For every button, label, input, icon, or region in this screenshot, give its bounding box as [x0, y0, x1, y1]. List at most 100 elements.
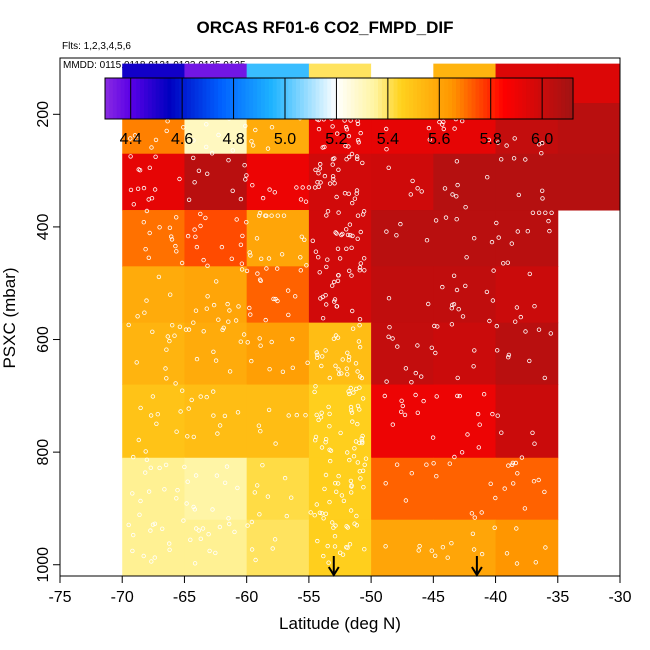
sample-point — [321, 516, 326, 521]
sample-point — [210, 389, 216, 394]
sample-point — [344, 545, 349, 550]
sample-point — [358, 261, 363, 266]
sample-point — [413, 370, 418, 376]
sample-point — [354, 386, 359, 392]
sample-point — [344, 227, 349, 232]
sample-point — [185, 479, 190, 484]
sample-point — [248, 312, 253, 317]
sample-point — [494, 323, 499, 329]
sample-point — [192, 227, 197, 232]
x-tick-label: -75 — [48, 589, 71, 606]
sample-point — [144, 457, 150, 462]
sample-point — [183, 327, 189, 332]
sample-point — [211, 302, 217, 308]
sample-point — [239, 267, 245, 272]
sample-point — [141, 553, 146, 559]
sample-point — [383, 481, 388, 486]
sample-point — [430, 435, 436, 440]
sample-point — [204, 171, 210, 176]
sample-point — [273, 441, 278, 446]
sample-point — [313, 384, 318, 389]
sample-point — [504, 143, 509, 148]
colorbar-segment — [245, 78, 250, 119]
sample-point — [469, 511, 475, 516]
sample-point — [319, 511, 325, 516]
colorbar-segment — [565, 78, 570, 119]
heatmap-cell — [371, 384, 434, 459]
sample-point — [191, 320, 196, 325]
sample-point — [249, 547, 255, 552]
sample-point — [322, 144, 327, 150]
sample-point — [343, 143, 348, 149]
colorbar-segment — [471, 78, 477, 119]
colorbar-segment — [518, 78, 523, 119]
sample-point — [352, 196, 358, 201]
colorbar-segment — [557, 78, 562, 119]
sample-point — [217, 524, 223, 530]
sample-point — [344, 156, 349, 162]
sample-point — [181, 518, 186, 523]
colorbar-segment — [534, 78, 539, 119]
sample-point — [449, 322, 455, 327]
colorbar-segment — [264, 78, 270, 119]
colorbar-segment — [424, 78, 430, 119]
sample-point — [464, 255, 469, 260]
sample-point — [192, 507, 197, 512]
sample-point — [499, 430, 504, 435]
sample-point — [203, 215, 208, 221]
sample-point — [536, 327, 542, 332]
sample-point — [415, 410, 420, 415]
sample-point — [346, 389, 351, 394]
sample-point — [354, 191, 359, 196]
colorbar-segment — [183, 78, 188, 119]
sample-point — [357, 323, 362, 328]
sample-point — [360, 160, 365, 166]
sample-point — [398, 221, 403, 227]
sample-point — [194, 244, 200, 250]
colorbar-segment — [151, 78, 157, 119]
colorbar-segment — [413, 78, 418, 119]
sample-point — [536, 477, 541, 483]
sample-point — [354, 513, 359, 519]
sample-point — [293, 294, 298, 299]
sample-point — [413, 392, 418, 398]
sample-point — [209, 151, 215, 156]
heatmap-cell — [122, 322, 185, 386]
sample-point — [472, 235, 477, 241]
sample-point — [132, 133, 138, 138]
colorbar-segment — [276, 78, 282, 119]
sample-point — [362, 547, 367, 552]
sample-point — [355, 421, 360, 427]
sample-point — [243, 123, 248, 129]
sample-point — [315, 352, 320, 357]
sample-point — [325, 543, 330, 549]
sample-point — [350, 419, 355, 424]
sample-point — [400, 403, 405, 409]
colorbar-segment — [393, 78, 399, 119]
colorbar-segment — [132, 78, 137, 119]
heatmap-cell — [308, 210, 372, 267]
heatmap-cell — [246, 153, 310, 211]
colorbar-segment — [253, 78, 258, 119]
sample-point — [244, 173, 249, 178]
colorbar-segment — [229, 78, 235, 119]
heatmap-cell — [122, 457, 185, 521]
sample-point — [345, 525, 350, 530]
sample-point — [421, 398, 426, 404]
sample-point — [347, 542, 353, 547]
sample-point — [533, 560, 538, 565]
sample-point — [332, 297, 338, 302]
chart-title: ORCAS RF01-6 CO2_FMPD_DIF — [196, 18, 454, 37]
sample-point — [511, 481, 516, 486]
sample-point — [417, 543, 422, 549]
sample-point — [154, 421, 159, 426]
sample-point — [357, 407, 362, 412]
sample-point — [269, 339, 274, 345]
sample-point — [357, 268, 362, 273]
sample-point — [433, 553, 438, 558]
sample-point — [204, 306, 209, 311]
sample-point — [147, 165, 152, 170]
sample-point — [476, 445, 481, 450]
sample-point — [355, 460, 360, 465]
heatmap-cell — [495, 519, 559, 577]
